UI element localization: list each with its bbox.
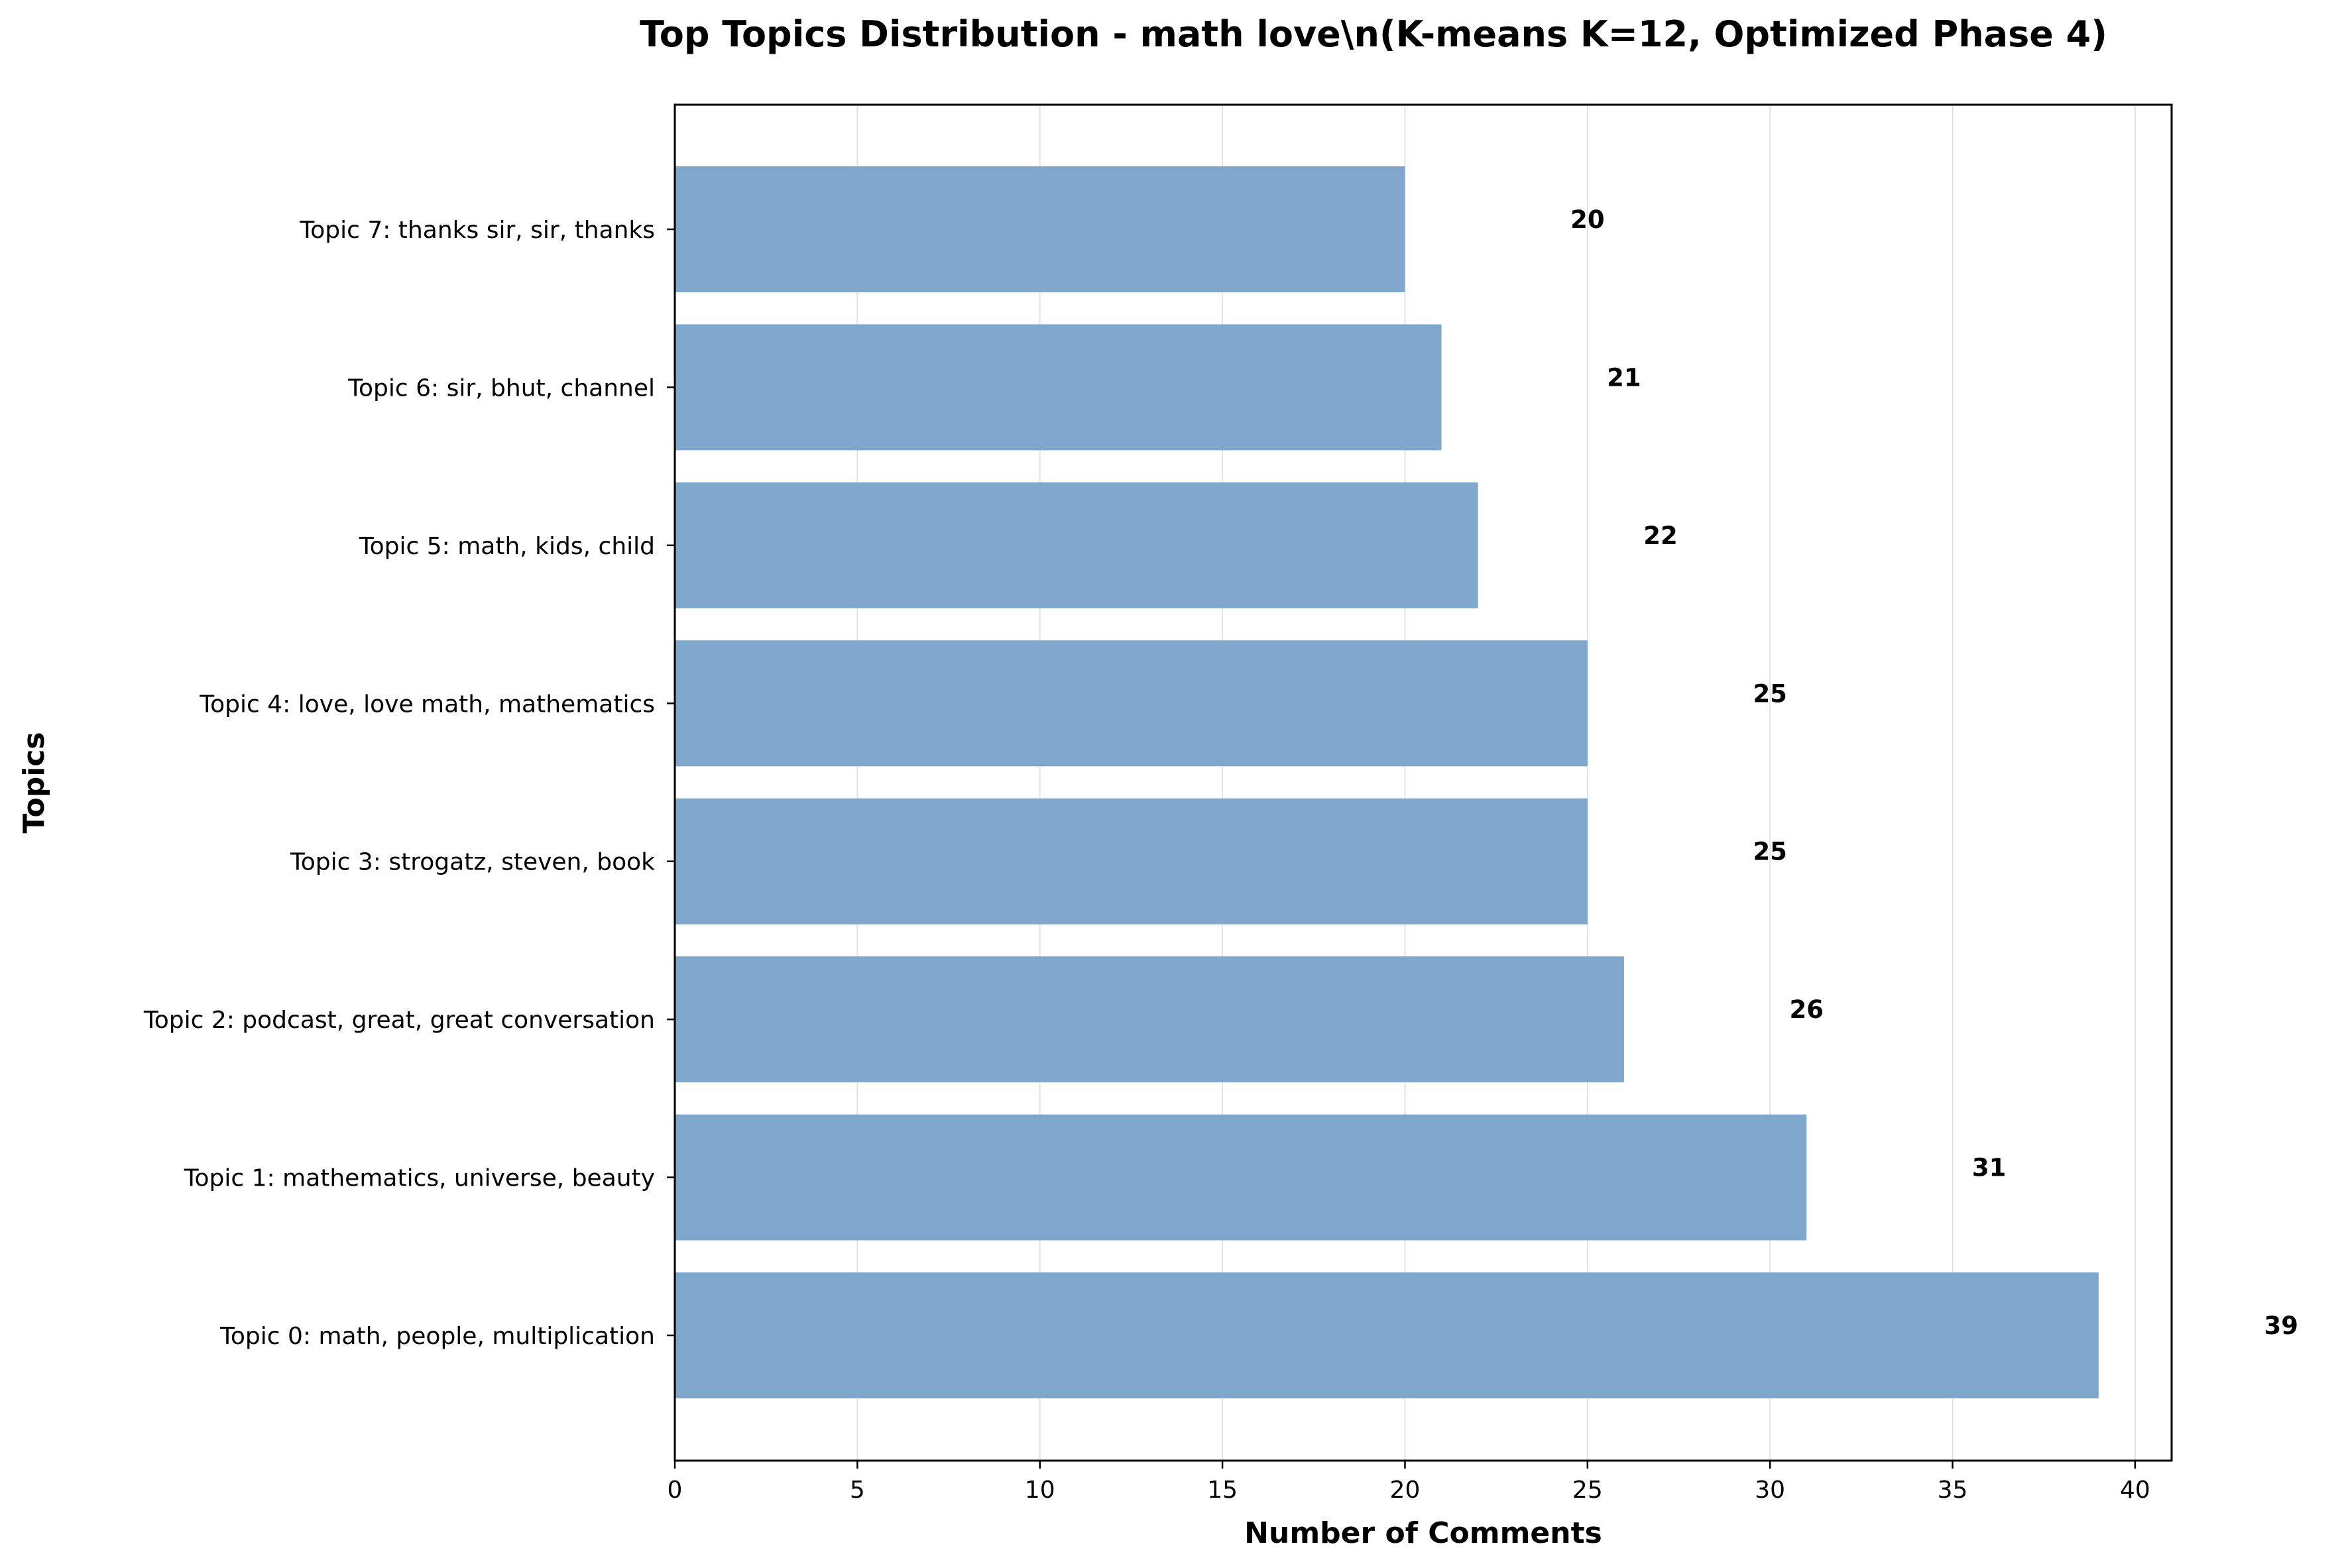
y-axis-ticks: Topic 0: math, people, multiplication Top… xyxy=(143,217,675,1350)
x-tick-label: 25 xyxy=(1572,1477,1603,1504)
bar-value-label: 22 xyxy=(1643,522,1678,550)
x-axis-ticks: 0 5 10 15 20 25 30 35 40 xyxy=(668,1461,2150,1504)
y-tick-label: Topic 2: podcast, great, great conversat… xyxy=(143,1007,655,1034)
bar-value-label: 25 xyxy=(1753,679,1787,708)
bar-value-label: 39 xyxy=(2264,1312,2298,1340)
grid-lines xyxy=(674,105,2136,1461)
data-labels: 39 31 26 25 25 22 21 20 xyxy=(1570,205,2298,1340)
x-tick-label: 0 xyxy=(668,1477,683,1504)
x-tick-label: 40 xyxy=(2120,1477,2150,1504)
bar xyxy=(675,798,1588,924)
bar xyxy=(675,166,1405,292)
bar xyxy=(675,324,1442,451)
x-tick-label: 20 xyxy=(1390,1477,1421,1504)
bar-value-label: 31 xyxy=(1972,1154,2007,1182)
x-tick-label: 35 xyxy=(1938,1477,1968,1504)
bar xyxy=(675,1114,1807,1241)
y-tick-label: Topic 0: math, people, multiplication xyxy=(219,1323,655,1350)
bar-value-label: 25 xyxy=(1753,838,1787,866)
bar-value-label: 20 xyxy=(1570,205,1605,234)
y-axis-label: Topics xyxy=(17,732,51,833)
y-tick-label: Topic 1: mathematics, universe, beauty xyxy=(184,1165,655,1192)
bars xyxy=(675,166,2099,1398)
y-tick-label: Topic 5: math, kids, child xyxy=(359,533,655,560)
bar-value-label: 21 xyxy=(1607,363,1641,392)
x-axis-label: Number of Comments xyxy=(1244,1516,1602,1550)
x-tick-label: 30 xyxy=(1755,1477,1785,1504)
chart-title: Top Topics Distribution - math love\n(K-… xyxy=(640,13,2107,55)
y-tick-label: Topic 6: sir, bhut, channel xyxy=(347,374,655,402)
bar xyxy=(675,956,1624,1083)
y-tick-label: Topic 3: strogatz, steven, book xyxy=(290,849,655,876)
bar-value-label: 26 xyxy=(1790,995,1824,1024)
x-tick-label: 15 xyxy=(1207,1477,1238,1504)
y-tick-label: Topic 4: love, love math, mathematics xyxy=(199,691,655,718)
bar xyxy=(675,1272,2099,1398)
bar xyxy=(675,482,1478,608)
x-tick-label: 5 xyxy=(850,1477,865,1504)
plot-frame xyxy=(673,103,2173,1462)
y-tick-label: Topic 7: thanks sir, sir, thanks xyxy=(299,217,655,244)
bar xyxy=(675,640,1588,767)
x-tick-label: 10 xyxy=(1025,1477,1055,1504)
